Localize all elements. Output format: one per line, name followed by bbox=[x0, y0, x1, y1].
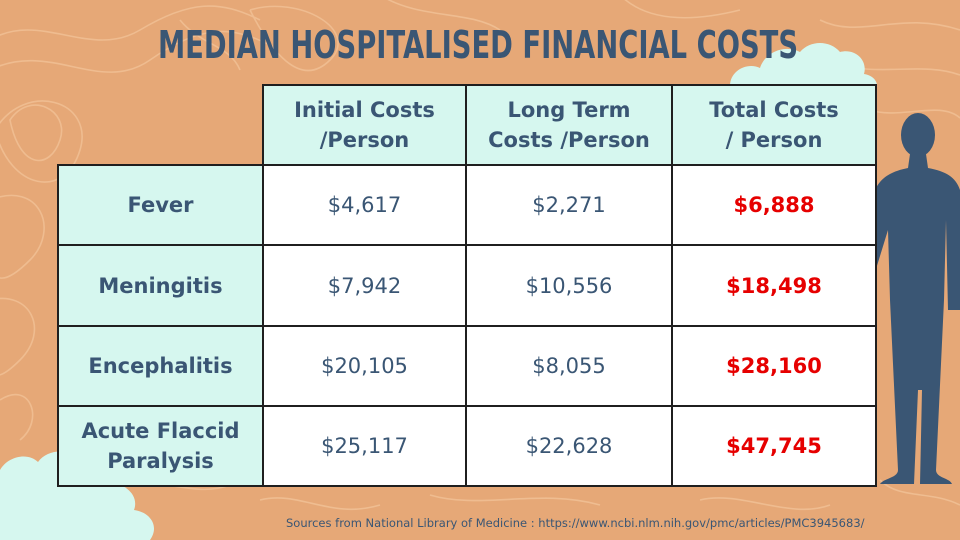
costs-table: Initial Costs /Person Long Term Costs /P… bbox=[57, 84, 877, 487]
empty-corner-cell bbox=[58, 85, 263, 165]
table-row: Fever $4,617 $2,271 $6,888 bbox=[57, 164, 877, 246]
row-label-encephalitis: Encephalitis bbox=[57, 325, 264, 407]
row-label-line: Fever bbox=[127, 193, 194, 217]
row-label-line: Acute Flaccid bbox=[81, 419, 240, 443]
initial-cost-cell: $20,105 bbox=[262, 325, 467, 407]
row-label-meningitis: Meningitis bbox=[57, 244, 264, 327]
total-cost-cell: $47,745 bbox=[671, 405, 877, 487]
row-label-line: Encephalitis bbox=[88, 354, 233, 378]
row-label-fever: Fever bbox=[57, 164, 264, 246]
source-citation: Sources from National Library of Medicin… bbox=[286, 516, 865, 530]
header-row: Initial Costs /Person Long Term Costs /P… bbox=[58, 84, 877, 166]
table-row: Meningitis $7,942 $10,556 $18,498 bbox=[57, 244, 877, 327]
long-term-cost-cell: $2,271 bbox=[465, 164, 673, 246]
long-term-cost-cell: $22,628 bbox=[465, 405, 673, 487]
total-cost-cell: $6,888 bbox=[671, 164, 877, 246]
row-label-line: Paralysis bbox=[107, 449, 214, 473]
table-row: Encephalitis $20,105 $8,055 $28,160 bbox=[57, 325, 877, 407]
column-header-line: / Person bbox=[725, 128, 823, 152]
total-cost-cell: $18,498 bbox=[671, 244, 877, 327]
page-title: MEDIAN HOSPITALISED FINANCIAL COSTS bbox=[157, 23, 799, 67]
cloud-icon bbox=[0, 451, 155, 540]
row-label-line: Meningitis bbox=[98, 273, 223, 298]
column-header-line: Total Costs bbox=[709, 98, 839, 122]
long-term-cost-cell: $8,055 bbox=[465, 325, 673, 407]
row-label-acute-flaccid-paralysis: Acute Flaccid Paralysis bbox=[57, 405, 264, 487]
column-header-line: /Person bbox=[319, 128, 410, 152]
column-header-total: Total Costs / Person bbox=[671, 84, 877, 166]
column-header-long-term: Long Term Costs /Person bbox=[465, 84, 673, 166]
table-row: Acute Flaccid Paralysis $25,117 $22,628 … bbox=[57, 405, 877, 487]
cloud-icon bbox=[730, 43, 878, 96]
contour-lines bbox=[0, 0, 960, 510]
initial-cost-cell: $4,617 bbox=[262, 164, 467, 246]
long-term-cost-cell: $10,556 bbox=[465, 244, 673, 327]
column-header-line: Initial Costs bbox=[294, 98, 435, 122]
total-cost-cell: $28,160 bbox=[671, 325, 877, 407]
column-header-line: Long Term bbox=[507, 98, 631, 122]
column-header-initial: Initial Costs /Person bbox=[262, 84, 467, 166]
initial-cost-cell: $7,942 bbox=[262, 244, 467, 327]
initial-cost-cell: $25,117 bbox=[262, 405, 467, 487]
column-header-line: Costs /Person bbox=[488, 128, 650, 152]
